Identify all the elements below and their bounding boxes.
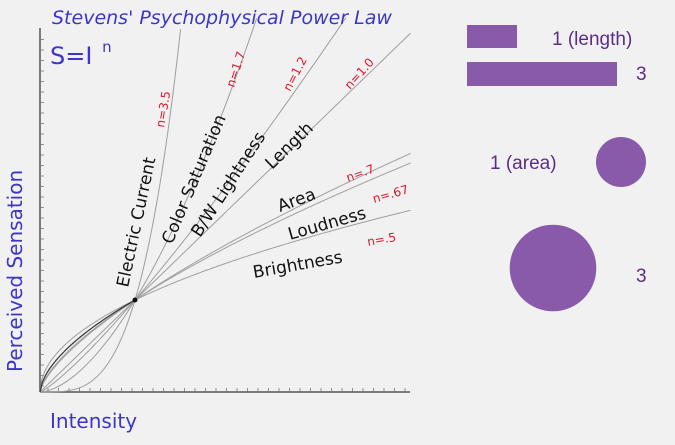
curve-color-saturation	[39, 18, 258, 393]
intersection-point	[132, 297, 138, 303]
formula: S=I n	[50, 38, 112, 70]
area-circle-3	[509, 224, 597, 312]
curve-b-w-lightness	[39, 17, 347, 393]
formula-exponent: n	[102, 38, 112, 56]
length-bar-1	[467, 25, 517, 48]
curve-area	[39, 153, 411, 393]
length-label-1: 1 (length)	[552, 29, 632, 50]
length-area-illustration: 1 (length) 3 1 (area) 3	[467, 25, 647, 312]
axes	[39, 28, 410, 393]
power-law-curves	[39, 17, 411, 393]
y-axis-label: Perceived Sensation	[3, 170, 27, 372]
area-label-1: 1 (area)	[490, 153, 557, 174]
exponent-label-brightness: n=.5	[366, 230, 397, 249]
x-axis-ticks	[47, 388, 406, 392]
curve-electric-current	[40, 29, 182, 393]
length-label-3: 3	[636, 64, 647, 85]
curve-brightness	[39, 209, 411, 393]
x-axis-label: Intensity	[50, 409, 137, 433]
formula-base: S=I	[50, 42, 92, 70]
origin-curve-bundle	[39, 299, 136, 393]
chart-title: Stevens' Psychophysical Power Law	[52, 7, 392, 29]
exponent-label-electric-current: n=3.5	[153, 90, 173, 129]
curve-length	[39, 32, 411, 393]
area-circle-1	[596, 137, 646, 187]
length-bar-3	[467, 62, 617, 86]
area-label-3: 3	[636, 266, 647, 287]
curve-loudness	[39, 162, 411, 393]
